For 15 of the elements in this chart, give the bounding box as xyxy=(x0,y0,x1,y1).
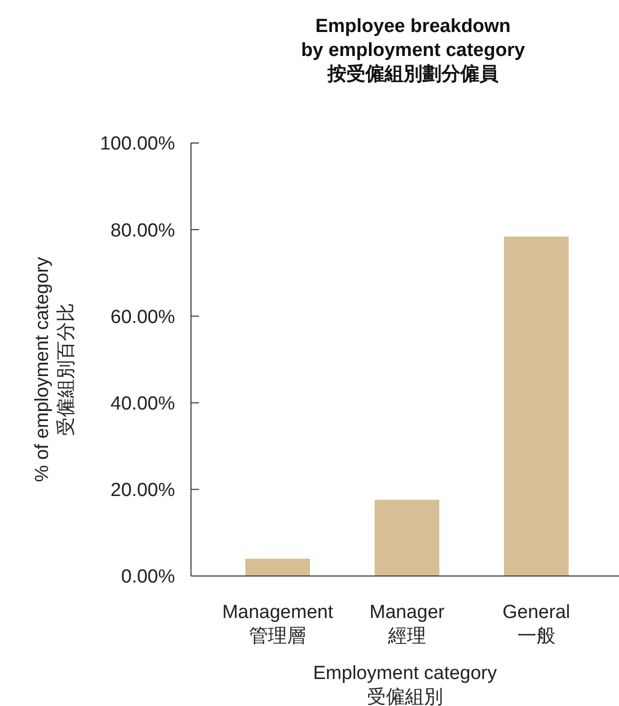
x-axis-title: Employment category 受僱組別 xyxy=(313,663,498,706)
y-tick-label: 0.00% xyxy=(121,566,176,588)
y-tick-label: 40.00% xyxy=(110,393,176,414)
chart-title: Employee breakdown by employment category 按受僱組別劃分僱員 xyxy=(301,16,526,85)
x-tick-label: Manager 經理 xyxy=(370,602,446,647)
bar xyxy=(374,500,440,576)
x-tick-label: Management 管理層 xyxy=(222,602,334,647)
x-tick-label: General 一般 xyxy=(502,602,570,647)
bar xyxy=(245,558,310,576)
y-tick-label: 20.00% xyxy=(110,480,176,502)
y-axis-title: % of employment category 受僱組別百分比 xyxy=(32,256,77,482)
bar xyxy=(504,236,569,576)
y-tick-label: 100.00% xyxy=(100,134,176,155)
y-tick-label: 80.00% xyxy=(110,220,176,242)
y-tick-label: 60.00% xyxy=(110,306,176,328)
